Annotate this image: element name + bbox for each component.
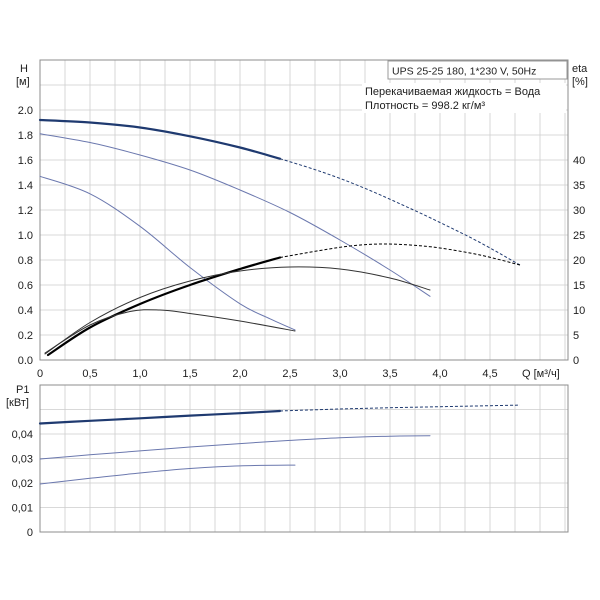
plot-frame (39, 59, 569, 361)
notes-background (362, 83, 566, 113)
info-box: UPS 25-25 180, 1*230 V, 50Hz Перекачивае… (362, 60, 568, 113)
h-curve-2-solid (39, 133, 431, 297)
h-axis-unit: [м] (16, 76, 30, 88)
eta-axis-unit: [%] (572, 76, 588, 88)
h-tick-label: 1.0 (18, 230, 33, 242)
p1-curve-3-solid (39, 464, 296, 485)
h-tick-label: 1.2 (18, 205, 33, 217)
h-curve-1-dashed (279, 158, 521, 266)
h-curve-1-solid (38, 118, 282, 160)
eta-tick-label: 20 (573, 255, 585, 267)
q-tick-label: 2,5 (282, 368, 297, 380)
eta-tick-label: 15 (573, 280, 585, 292)
q-tick-label: 0,5 (82, 368, 97, 380)
curves (38, 118, 521, 485)
q-tick-label: 4,0 (432, 368, 447, 380)
eta-tick-label: 35 (573, 180, 585, 192)
p1-curve-1-dashed (279, 404, 521, 412)
p1-tick-label: 0,02 (12, 478, 33, 490)
eta-tick-label: 25 (573, 230, 585, 242)
h-tick-label: 0.2 (18, 330, 33, 342)
p1-axis-title: P1 (16, 384, 29, 396)
p1-curve-2-solid (39, 435, 431, 460)
h-tick-label: 0.0 (18, 355, 33, 367)
q-tick-label: 1,5 (182, 368, 197, 380)
p1-axis-unit: [кВт] (6, 397, 29, 409)
model-box (387, 60, 568, 80)
eta-tick-label: 10 (573, 305, 585, 317)
density-label: Плотность = 998.2 кг/м³ (365, 100, 485, 112)
eta-tick-label: 30 (573, 205, 585, 217)
p1-tick-label: 0,01 (12, 503, 33, 515)
eta-axis-title: eta (572, 63, 588, 75)
p1-tick-label: 0,03 (12, 454, 33, 466)
q-axis-title: Q [м³/ч] (522, 368, 560, 380)
liquid-label: Перекачиваемая жидкость = Вода (365, 86, 541, 98)
grid (39, 59, 569, 533)
q-tick-label: 4,5 (482, 368, 497, 380)
p1-tick-label: 0 (27, 527, 33, 539)
p1-tick-label: 0,04 (12, 429, 33, 441)
h-tick-label: 1.4 (18, 180, 33, 192)
q-tick-label: 0 (37, 368, 43, 380)
h-tick-label: 0.8 (18, 255, 33, 267)
axis-titles: H [м] eta [%] Q [м³/ч] P1 [кВт] (6, 63, 588, 409)
h-curve-3-solid (39, 175, 296, 331)
tick-labels: 0.0 0.2 0.4 0.6 0.8 1.0 1.2 1.4 1.6 1.8 2.0 0 5 10 15 2… (12, 105, 586, 539)
h-tick-label: 0.6 (18, 280, 33, 292)
h-tick-label: 2.0 (18, 105, 33, 117)
h-tick-label: 1.8 (18, 130, 33, 142)
eta-curve-1-dashed (279, 243, 521, 266)
eta-tick-label: 0 (573, 355, 579, 367)
q-tick-label: 3,0 (332, 368, 347, 380)
q-tick-label: 2,0 (232, 368, 247, 380)
eta-curve-3-solid (44, 309, 296, 354)
q-tick-label: 3,5 (382, 368, 397, 380)
h-axis-title: H (20, 63, 28, 75)
eta-tick-label: 40 (573, 155, 585, 167)
q-tick-label: 1,0 (132, 368, 147, 380)
h-tick-label: 0.4 (18, 305, 33, 317)
pump-model-label: UPS 25-25 180, 1*230 V, 50Hz (392, 66, 536, 78)
p1-curve-1-solid (38, 409, 282, 425)
eta-curve-1-solid (46, 256, 282, 357)
eta-tick-label: 5 (573, 330, 579, 342)
eta-curve-2-solid (44, 266, 431, 355)
h-tick-label: 1.6 (18, 155, 33, 167)
